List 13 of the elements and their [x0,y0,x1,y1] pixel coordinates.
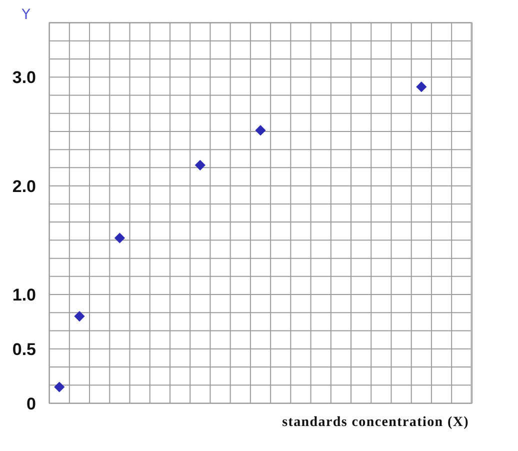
point [416,82,427,92]
y-axis-title: Y [20,7,31,23]
point [114,232,125,244]
point [194,160,206,170]
y-tick-label: 0.5 [12,339,36,358]
y-tick-label: 0 [26,394,36,413]
point [54,382,65,392]
x-axis-title: standards concentration (X) [282,414,469,430]
point [255,125,266,136]
y-tick-label: 2.0 [12,176,36,196]
point [74,311,85,322]
y-tick-label: 3.0 [12,68,36,87]
y-tick-label: 1.0 [12,285,36,304]
